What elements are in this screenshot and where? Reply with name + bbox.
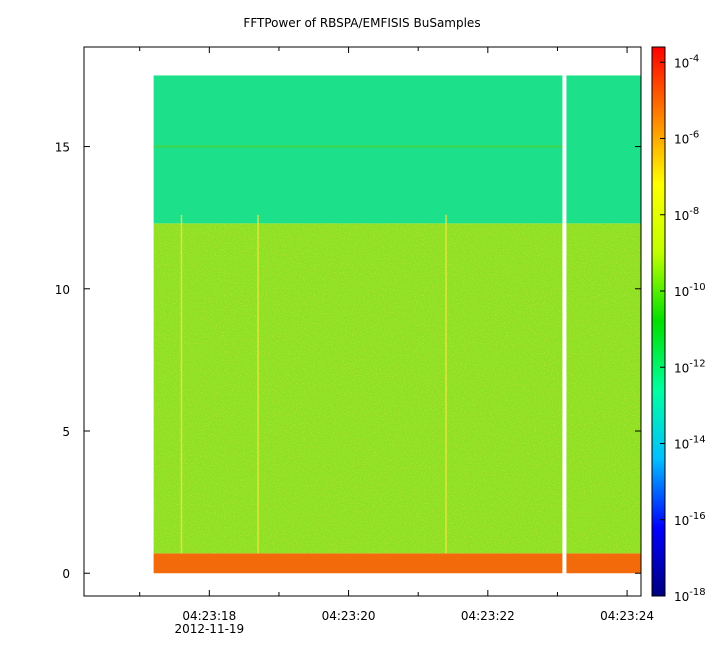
colorbar-tick-label: 10-4 xyxy=(674,53,699,70)
plot-frame xyxy=(83,46,642,597)
y-tick-label: 15 xyxy=(55,141,70,155)
spectrogram-band-2 xyxy=(153,75,641,224)
x-tick-label: 04:23:20 xyxy=(322,609,376,623)
x-tick-label: 04:23:24 xyxy=(600,609,654,623)
spectrogram-texture xyxy=(153,223,641,554)
x-tick-label: 04:23:22 xyxy=(461,609,515,623)
colorbar-tick-label: 10-18 xyxy=(674,587,706,604)
y-tick-label: 10 xyxy=(55,283,70,297)
colorbar xyxy=(651,46,666,597)
y-tick-label: 0 xyxy=(62,567,70,581)
colorbar-tick-label: 10-12 xyxy=(674,358,706,375)
chart-title: FFTPower of RBSPA/EMFISIS BuSamples xyxy=(243,16,481,30)
colorbar-tick-label: 10-6 xyxy=(674,130,699,147)
colorbar-tick-label: 10-10 xyxy=(674,282,706,299)
x-tick-label: 04:23:18 xyxy=(182,609,236,623)
spectrogram-band-0 xyxy=(153,553,641,574)
colorbar-tick-label: 10-16 xyxy=(674,511,706,528)
colorbar-tick-label: 10-8 xyxy=(674,206,699,223)
y-tick-label: 5 xyxy=(62,425,70,439)
colorbar-tick-label: 10-14 xyxy=(674,435,706,452)
data-gap xyxy=(562,74,567,575)
date-label: 2012-11-19 xyxy=(174,622,244,636)
